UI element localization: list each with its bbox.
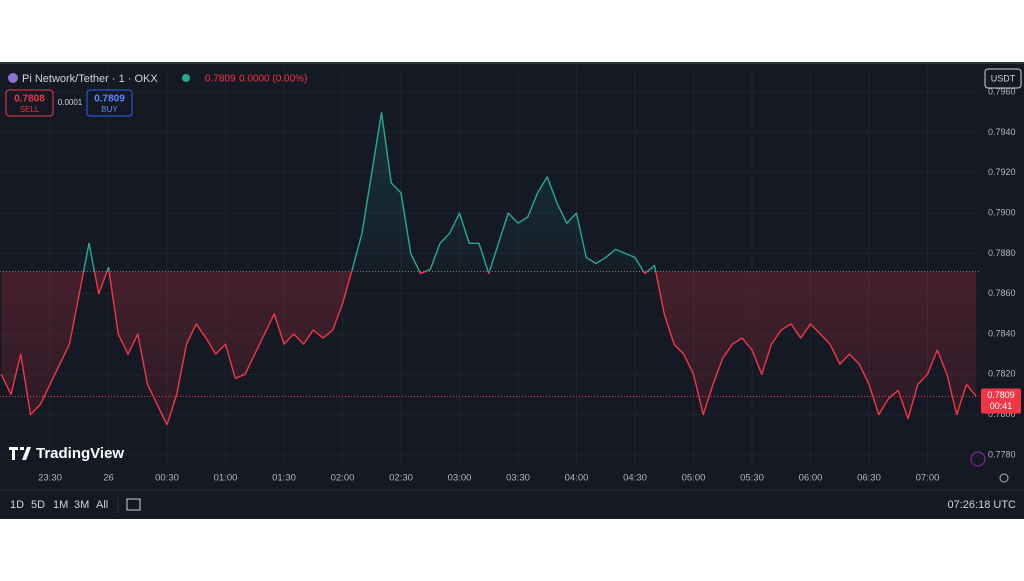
y-tick-label: 0.7900 — [988, 207, 1016, 217]
y-tick-label: 0.7940 — [988, 127, 1016, 137]
status-dot — [182, 74, 190, 82]
sell-label: SELL — [20, 105, 40, 114]
timeframe[interactable]: 1D — [10, 499, 24, 511]
symbol: Pi Network/Tether · 1 · OKX — [22, 73, 158, 85]
clock: 07:26:18 UTC — [948, 499, 1017, 511]
x-tick-label: 02:30 — [389, 473, 413, 484]
x-tick-label: 26 — [103, 473, 114, 484]
x-tick-label: 07:00 — [916, 473, 940, 484]
y-tick-label: 0.7780 — [988, 449, 1016, 459]
currency-box — [984, 68, 1022, 89]
x-tick-label: 03:30 — [506, 473, 530, 484]
sell-box — [5, 89, 54, 117]
x-tick-label: 02:00 — [331, 473, 355, 484]
settings-icon[interactable] — [999, 473, 1009, 483]
price-tag-value: 0.7809 — [987, 390, 1015, 400]
timeframe[interactable]: 5D — [31, 499, 45, 511]
x-tick-label: 03:00 — [448, 473, 472, 484]
y-tick-label: 0.7920 — [988, 167, 1016, 177]
currency-button[interactable]: USDT — [984, 68, 1022, 89]
timeframe[interactable]: All — [96, 499, 108, 511]
symbol-icon — [8, 73, 18, 83]
header-price: 0.7809 — [205, 74, 236, 85]
y-tick-label: 0.7880 — [988, 248, 1016, 258]
buy-price: 0.7809 — [94, 94, 125, 105]
x-tick-label: 05:30 — [740, 473, 764, 484]
sell-price: 0.7808 — [14, 94, 45, 105]
buy-box — [86, 89, 133, 117]
logo-text: TradingView — [36, 445, 124, 462]
timeframe[interactable]: 3M — [74, 499, 89, 511]
buy-label: BUY — [101, 105, 118, 114]
x-tick-label: 01:30 — [272, 473, 296, 484]
currency: USDT — [991, 73, 1016, 83]
x-tick-label: 04:00 — [565, 473, 589, 484]
y-tick-label: 0.7960 — [988, 87, 1016, 97]
date-range-icon[interactable] — [126, 498, 141, 511]
x-tick-label: 23:30 — [38, 473, 62, 484]
buy-button[interactable]: 0.7809 BUY — [86, 89, 133, 117]
logo: TradingView — [9, 445, 124, 462]
y-tick-label: 0.7820 — [988, 369, 1016, 379]
price-line — [0, 111, 977, 426]
header-change: 0.0000 (0.00%) — [239, 74, 307, 85]
x-tick-label: 00:30 — [155, 473, 179, 484]
y-tick-label: 0.7840 — [988, 328, 1016, 338]
x-tick-label: 01:00 — [214, 473, 238, 484]
timeframe[interactable]: 1M — [53, 499, 68, 511]
logo-mark — [9, 447, 31, 460]
sell-button[interactable]: 0.7808 SELL — [5, 89, 54, 117]
spread: 0.0001 — [58, 98, 83, 107]
price-tag-countdown: 00:41 — [990, 401, 1013, 411]
y-tick-label: 0.7800 — [988, 409, 1016, 419]
price-tag — [981, 388, 1021, 414]
x-tick-label: 06:00 — [799, 473, 823, 484]
x-tick-label: 04:30 — [623, 473, 647, 484]
x-tick-label: 05:00 — [682, 473, 706, 484]
area — [1, 112, 977, 425]
y-tick-label: 0.7860 — [988, 288, 1016, 298]
x-tick-label: 06:30 — [857, 473, 881, 484]
alert-icon[interactable] — [970, 451, 986, 467]
